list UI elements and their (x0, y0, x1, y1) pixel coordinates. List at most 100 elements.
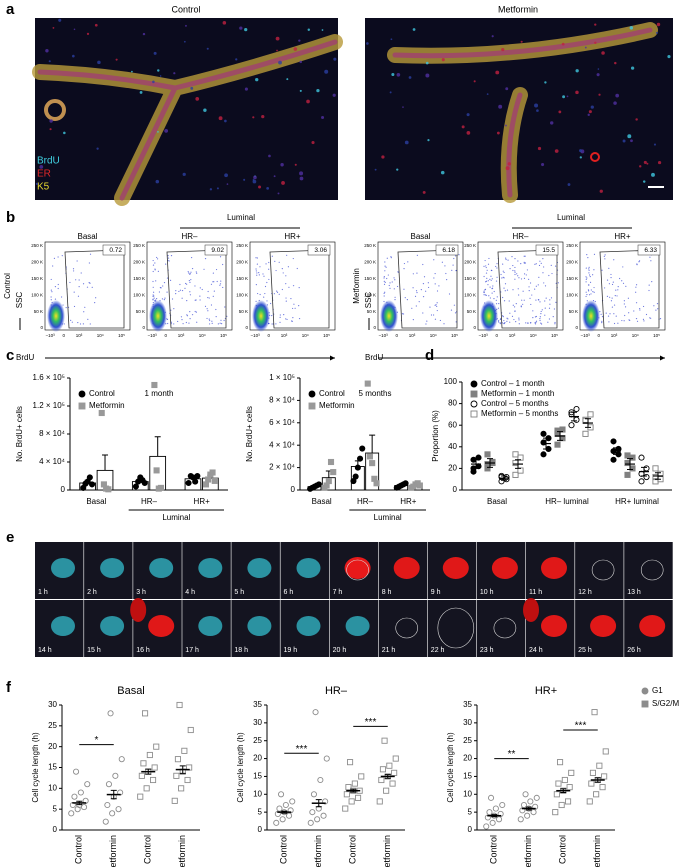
event (286, 254, 288, 256)
nucleus (639, 615, 666, 637)
event (617, 322, 619, 324)
x-tick-label: 10³ (178, 333, 185, 338)
nucleus-outline (591, 559, 615, 581)
point (289, 798, 296, 805)
event (622, 266, 624, 268)
event (219, 322, 221, 324)
nucleus (45, 49, 49, 53)
error-bar (487, 458, 493, 468)
nucleus (244, 27, 248, 32)
point (527, 798, 534, 805)
point (610, 456, 617, 463)
nucleus (316, 88, 320, 93)
legend-marker (308, 402, 316, 410)
event (199, 299, 201, 301)
event (210, 304, 213, 306)
event (518, 323, 520, 325)
time-label: 24 h (529, 647, 543, 654)
point (561, 776, 568, 784)
nucleus (550, 121, 554, 125)
gate-value: 6.33 (644, 247, 657, 254)
y-tick-label: 150 K (133, 276, 145, 281)
event (588, 290, 590, 292)
event (72, 270, 75, 272)
gate-value: 9.02 (211, 247, 224, 254)
nucleus (442, 557, 469, 579)
event (259, 266, 261, 268)
point (602, 748, 609, 755)
nucleus (588, 110, 592, 114)
event (389, 287, 391, 289)
nucleus (598, 93, 601, 96)
point (173, 772, 180, 779)
event (635, 317, 638, 320)
point (149, 776, 157, 784)
y-tick-label: 250 K (364, 243, 376, 248)
event (388, 284, 390, 287)
nucleus (258, 185, 262, 189)
event (514, 278, 516, 280)
event (427, 286, 430, 289)
x-tick-label: −10³ (148, 333, 158, 338)
point (624, 459, 631, 467)
point (342, 805, 349, 812)
nucleus (344, 557, 371, 579)
event (390, 256, 392, 258)
point (310, 791, 318, 798)
point (359, 445, 366, 452)
event (506, 320, 508, 322)
event (213, 281, 215, 283)
event (501, 277, 503, 279)
point (558, 801, 565, 809)
time-label: 1 h (38, 589, 48, 596)
nucleus (590, 615, 617, 637)
y-tick-label: 100 K (31, 292, 43, 297)
event (215, 316, 217, 318)
x-tick-label: 0 (164, 333, 167, 338)
time-frame: 7 h (329, 542, 379, 599)
event (168, 260, 170, 262)
y-tick-label: 10 (48, 783, 57, 792)
event (518, 319, 520, 321)
event (503, 271, 505, 274)
event (523, 261, 525, 263)
event (78, 286, 80, 288)
y-tick-label: 0 (61, 485, 66, 494)
time-label: 11 h (529, 589, 542, 596)
event (432, 314, 435, 316)
point (492, 805, 499, 812)
event (511, 315, 514, 317)
nucleus (656, 22, 661, 27)
nucleus (561, 42, 565, 46)
nucleus (461, 125, 465, 129)
event (549, 299, 551, 301)
event (439, 319, 441, 322)
event (544, 285, 547, 287)
event (266, 300, 268, 302)
axis-label: SSC (364, 292, 373, 309)
nucleus (157, 69, 160, 72)
nucleus (374, 168, 377, 171)
nucleus (579, 156, 582, 159)
point (307, 819, 314, 826)
time-label: 16 h (136, 647, 150, 654)
event (285, 275, 287, 277)
event (156, 256, 158, 259)
nucleus (554, 149, 559, 153)
event (153, 291, 155, 293)
x-tick-label: 10³ (611, 333, 618, 338)
point (554, 427, 561, 434)
gate-box (435, 244, 459, 256)
nucleus-outline (493, 617, 517, 639)
event (53, 257, 56, 259)
error-bar (560, 788, 567, 793)
nucleus (391, 72, 395, 77)
event (650, 260, 652, 262)
event (623, 303, 625, 305)
event (505, 258, 507, 261)
legend-label: Metformin – 5 months (481, 409, 558, 418)
event (87, 318, 89, 321)
event (285, 297, 287, 299)
y-axis-label: Proportion (%) (431, 410, 440, 462)
nucleus (599, 189, 603, 193)
